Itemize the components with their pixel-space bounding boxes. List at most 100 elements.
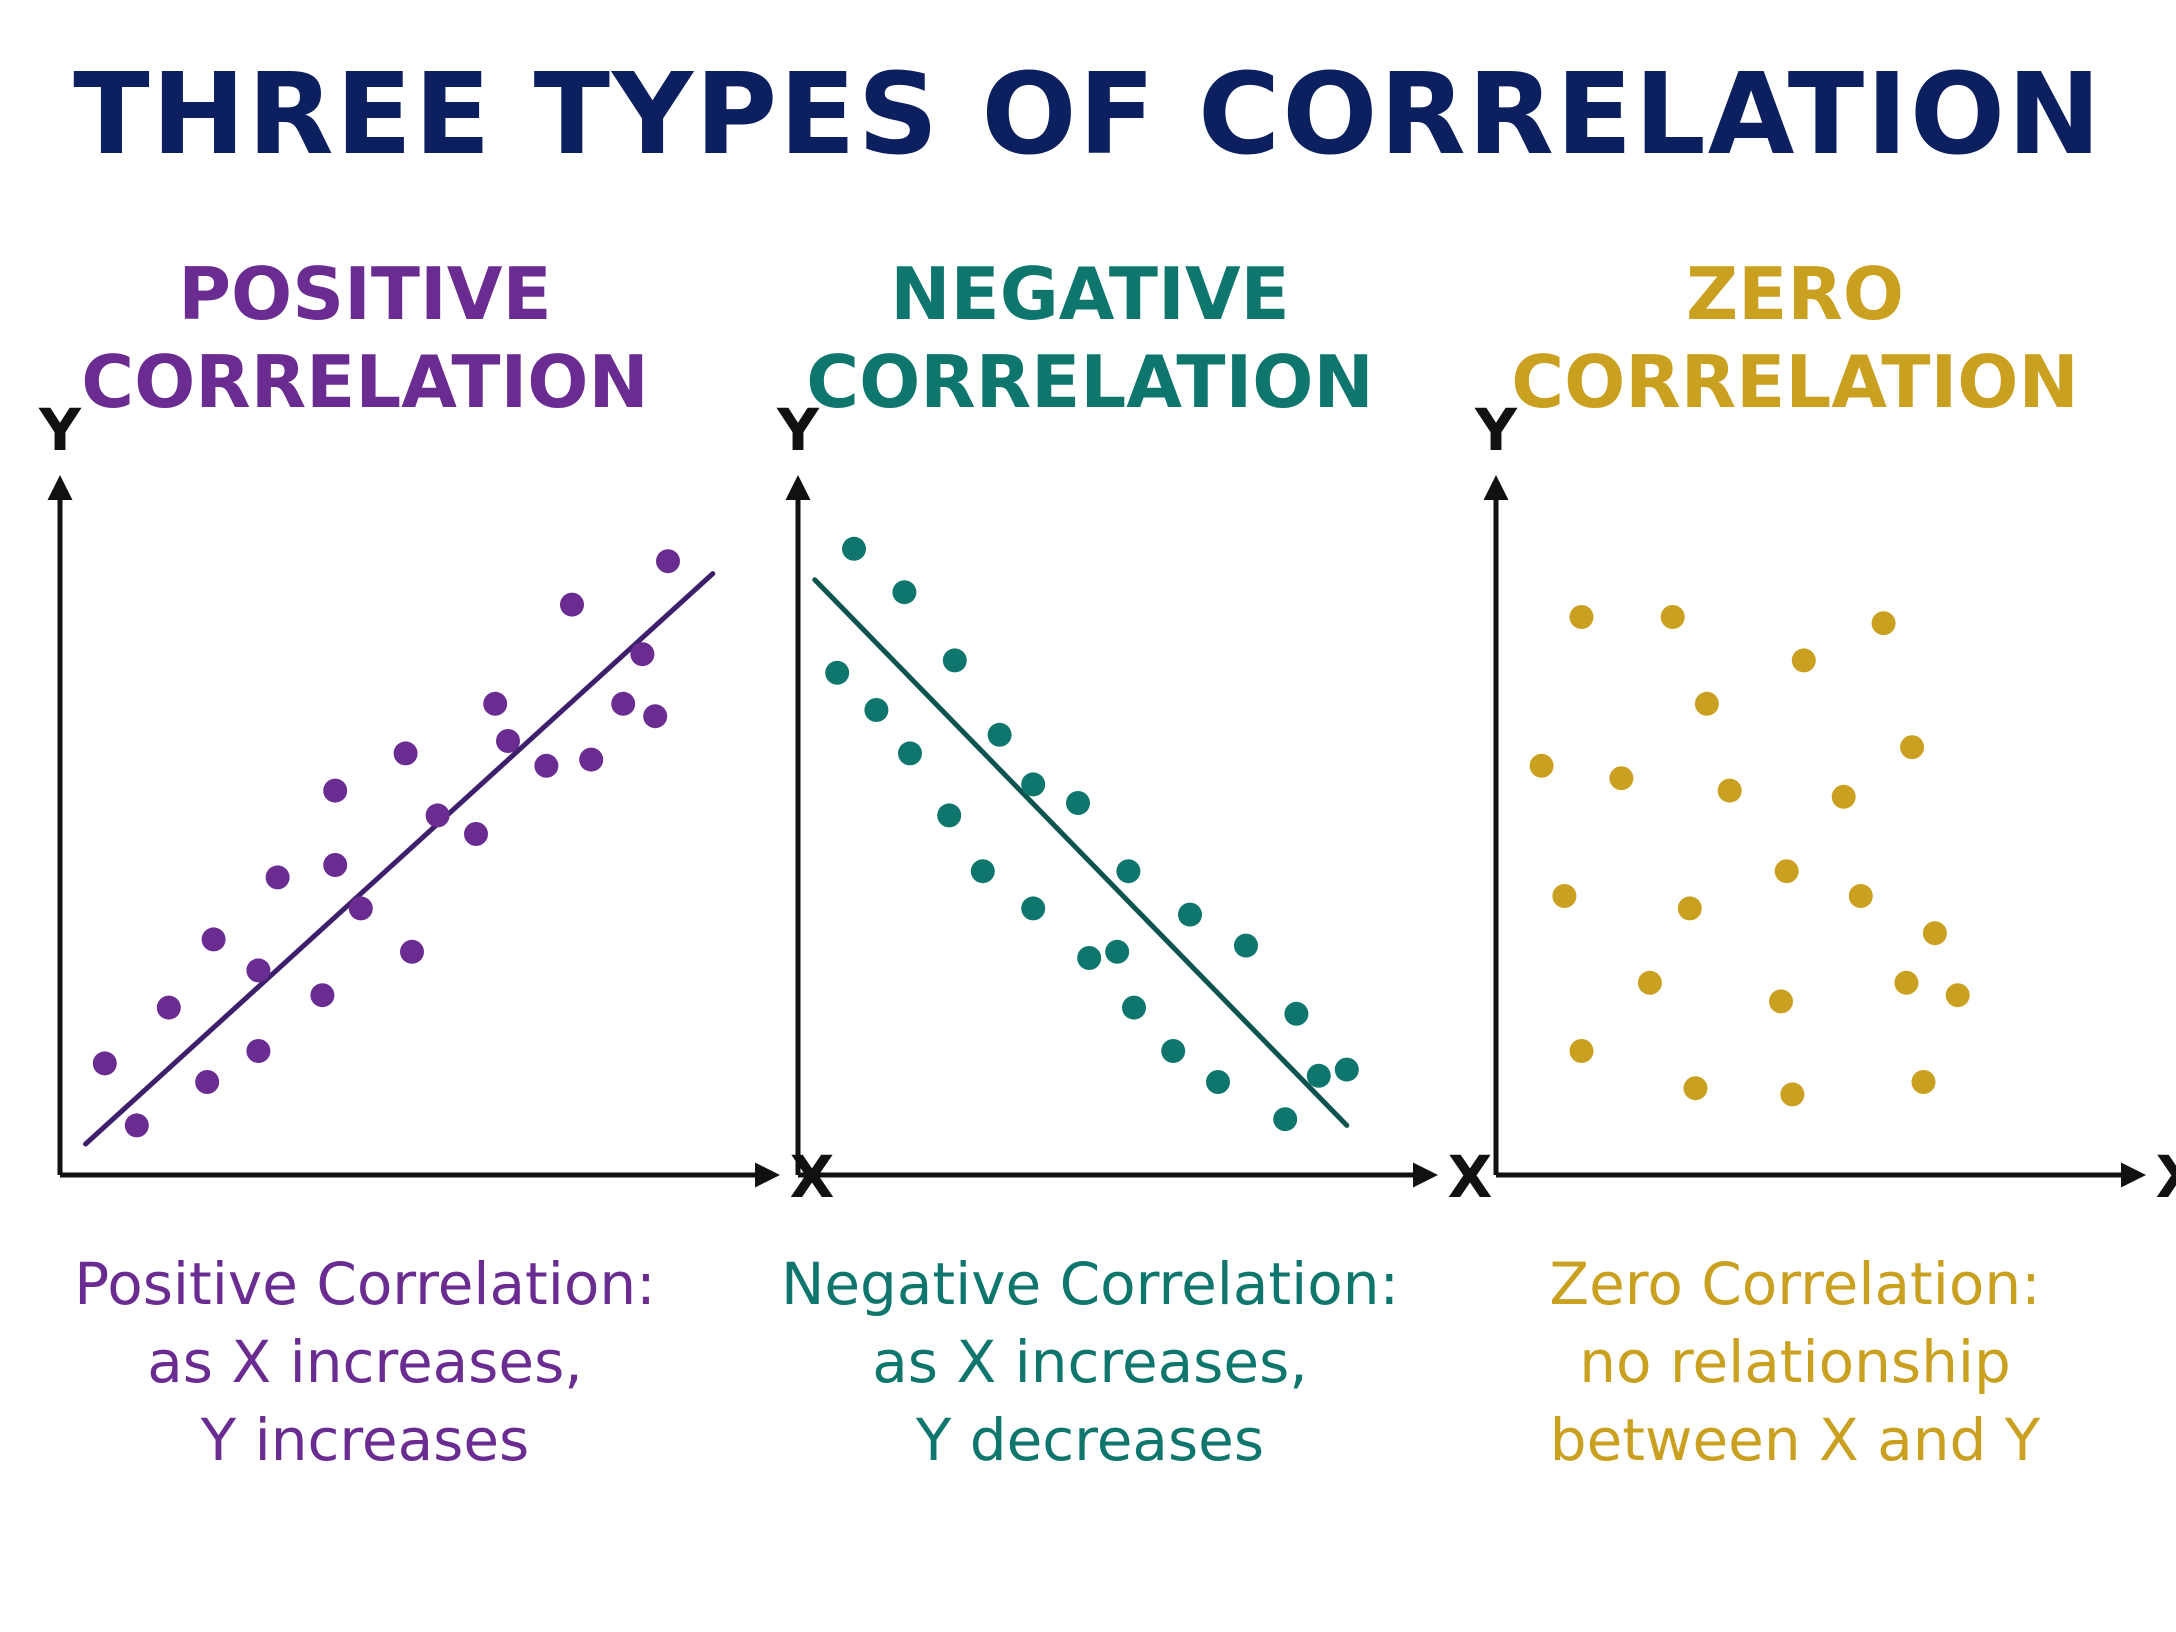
data-point: [1234, 933, 1258, 958]
caption-zero: Zero Correlation: no relationship betwee…: [1445, 1245, 2145, 1479]
data-point: [1871, 611, 1896, 636]
data-point: [1529, 753, 1554, 778]
data-point: [464, 822, 488, 846]
data-point: [1609, 766, 1634, 791]
caption-line1: Negative Correlation:: [780, 1250, 1400, 1318]
data-point: [1021, 772, 1046, 797]
data-point: [1105, 939, 1130, 964]
data-point: [1894, 970, 1919, 995]
data-point: [201, 927, 226, 952]
panel-title-line1: NEGATIVE: [890, 252, 1290, 336]
caption-line2: as X increases,: [147, 1328, 583, 1396]
data-point: [1637, 970, 1662, 995]
data-point: [643, 704, 668, 729]
data-point: [1273, 1107, 1298, 1132]
data-point: [1774, 859, 1799, 884]
caption-line2: no relationship: [1579, 1328, 2011, 1396]
caption-line2: as X increases,: [872, 1328, 1308, 1396]
data-point: [534, 753, 559, 778]
data-point: [1161, 1039, 1186, 1063]
data-point: [1178, 902, 1202, 927]
data-point: [630, 642, 655, 667]
data-point: [1206, 1070, 1230, 1094]
trend-line: [83, 571, 716, 1147]
data-point: [970, 859, 995, 884]
data-point: [92, 1051, 117, 1076]
data-point: [842, 536, 866, 561]
caption-line3: between X and Y: [1549, 1406, 2041, 1474]
data-point: [1116, 859, 1141, 884]
x-axis-label: X: [1448, 1143, 1493, 1211]
zero-correlation-chart: YX: [1474, 396, 2176, 1211]
y-axis-label: Y: [776, 396, 820, 464]
panel-title-line1: ZERO: [1685, 252, 1905, 336]
data-point: [1284, 1001, 1309, 1026]
y-axis-label: Y: [1474, 396, 1518, 464]
panel-title-line2: CORRELATION: [81, 340, 649, 424]
data-point: [246, 1039, 271, 1063]
negative-correlation-chart: YX: [776, 396, 1492, 1211]
data-point: [942, 648, 967, 673]
data-point: [265, 865, 290, 890]
data-point: [1791, 648, 1816, 673]
data-point: [310, 983, 335, 1008]
data-point: [864, 698, 889, 722]
trend-line: [812, 577, 1350, 1128]
data-point: [987, 722, 1012, 747]
data-point: [1769, 989, 1793, 1014]
data-point: [1945, 983, 1970, 1008]
data-point: [1900, 735, 1925, 760]
data-point: [1831, 784, 1856, 809]
data-point: [1683, 1076, 1708, 1101]
data-point: [1569, 605, 1594, 629]
data-point: [1306, 1063, 1331, 1088]
data-point: [1717, 778, 1742, 803]
panel-title-positive: POSITIVE CORRELATION: [15, 250, 715, 426]
data-point: [560, 592, 584, 617]
data-point: [483, 691, 508, 716]
main-title: THREE TYPES OF CORRELATION: [73, 50, 2103, 180]
x-axis-label: X: [2156, 1143, 2176, 1211]
data-point: [1677, 896, 1702, 921]
data-point: [246, 958, 271, 983]
data-point: [1780, 1082, 1805, 1107]
data-point: [1334, 1057, 1359, 1082]
data-point: [124, 1113, 149, 1138]
data-point: [1848, 884, 1873, 908]
data-point: [1077, 946, 1102, 970]
data-point: [825, 660, 850, 685]
data-point: [656, 549, 680, 574]
data-point: [1694, 691, 1719, 716]
caption-line3: Y increases: [200, 1406, 530, 1474]
data-point: [611, 691, 636, 716]
data-point: [1552, 884, 1577, 908]
panel-title-line2: CORRELATION: [806, 340, 1374, 424]
data-point: [323, 778, 348, 803]
panel-title-zero: ZERO CORRELATION: [1445, 250, 2145, 426]
caption-line3: Y decreases: [915, 1406, 1265, 1474]
panel-title-negative: NEGATIVE CORRELATION: [740, 250, 1440, 426]
data-point: [1922, 921, 1947, 946]
data-point: [1122, 995, 1146, 1020]
data-point: [400, 939, 424, 964]
data-point: [1066, 791, 1090, 815]
data-point: [393, 741, 418, 766]
data-point: [496, 729, 520, 753]
data-point: [1569, 1039, 1594, 1063]
data-point: [425, 803, 450, 828]
data-point: [323, 853, 348, 877]
data-point: [1911, 1070, 1936, 1094]
positive-correlation-chart: YX: [38, 396, 834, 1211]
panel-title-line2: CORRELATION: [1511, 340, 2079, 424]
y-axis-label: Y: [38, 396, 82, 464]
panel-title-line1: POSITIVE: [178, 252, 552, 336]
data-point: [898, 741, 922, 766]
data-point: [937, 803, 962, 828]
caption-line1: Zero Correlation:: [1549, 1250, 2041, 1318]
data-point: [1021, 896, 1046, 921]
data-point: [348, 896, 373, 921]
caption-positive: Positive Correlation: as X increases, Y …: [15, 1245, 715, 1479]
caption-negative: Negative Correlation: as X increases, Y …: [740, 1245, 1440, 1479]
data-point: [195, 1070, 220, 1094]
